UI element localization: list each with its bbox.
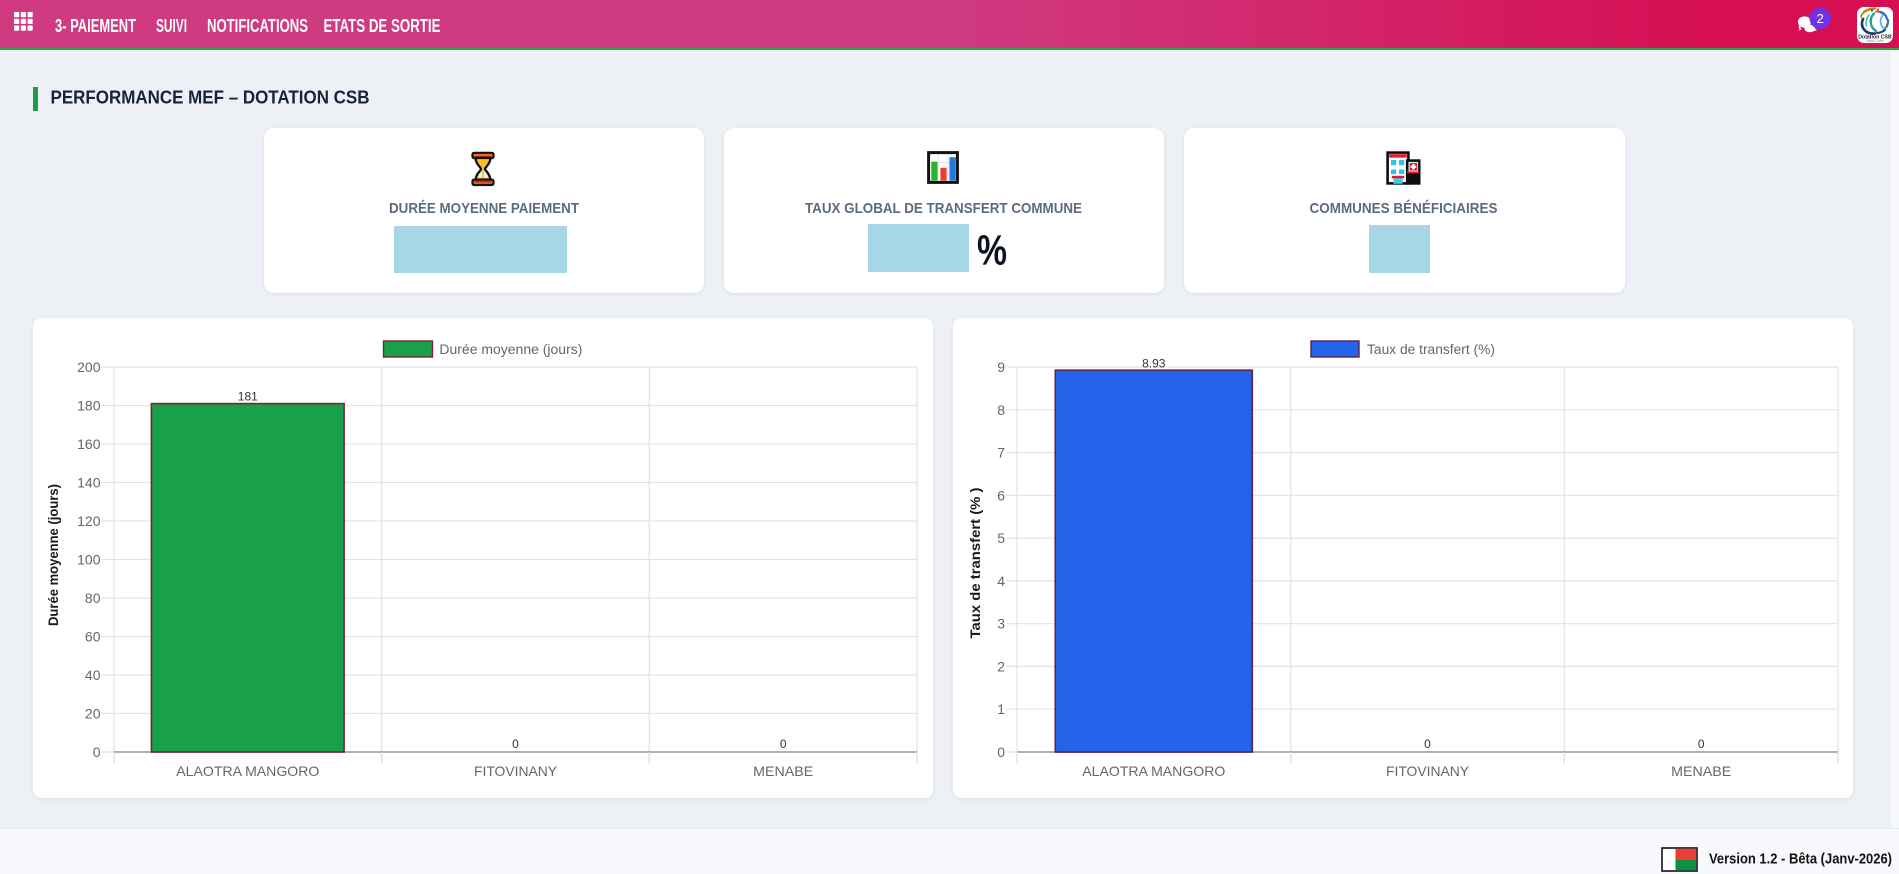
svg-text:140: 140: [77, 475, 101, 491]
svg-text:Durée moyenne (jours): Durée moyenne (jours): [439, 342, 582, 357]
svg-text:160: 160: [77, 436, 101, 452]
svg-text:SUIVI: SUIVI: [156, 16, 187, 36]
svg-text:20: 20: [85, 706, 101, 722]
svg-text:0: 0: [780, 737, 787, 751]
svg-text:MENABE: MENABE: [753, 763, 813, 779]
svg-text:100: 100: [77, 552, 101, 568]
svg-text:5: 5: [997, 530, 1005, 546]
svg-text:Taux de transfert (% ): Taux de transfert (% ): [967, 488, 983, 639]
svg-text:80: 80: [85, 590, 101, 606]
svg-text:ALAOTRA MANGORO: ALAOTRA MANGORO: [1082, 763, 1225, 779]
svg-text:Dotation CSB: Dotation CSB: [1858, 35, 1892, 41]
svg-text:ALAOTRA MANGORO: ALAOTRA MANGORO: [176, 763, 319, 779]
svg-text:60: 60: [85, 629, 101, 645]
svg-text:40: 40: [85, 667, 101, 683]
svg-text:Santé Civile: Santé Civile: [1866, 39, 1883, 43]
svg-text:DURÉE MOYENNE PAIEMENT: DURÉE MOYENNE PAIEMENT: [389, 200, 579, 217]
svg-text:ETATS DE SORTIE: ETATS DE SORTIE: [324, 16, 441, 36]
svg-text:4: 4: [997, 573, 1005, 589]
svg-text:PERFORMANCE MEF – DOTATION CSB: PERFORMANCE MEF – DOTATION CSB: [51, 88, 370, 108]
svg-text:9: 9: [997, 359, 1005, 375]
svg-text:FITOVINANY: FITOVINANY: [1386, 763, 1470, 779]
svg-text:0: 0: [93, 744, 101, 760]
svg-text:Durée moyenne (jours): Durée moyenne (jours): [45, 484, 61, 626]
svg-text:6: 6: [997, 487, 1005, 503]
svg-text:2: 2: [997, 658, 1005, 674]
svg-text:1: 1: [997, 701, 1005, 717]
svg-text:200: 200: [77, 359, 101, 375]
svg-text:0: 0: [997, 744, 1005, 760]
svg-text:Taux de transfert (%): Taux de transfert (%): [1367, 342, 1495, 357]
svg-text:8: 8: [997, 402, 1005, 418]
svg-text:0: 0: [1698, 737, 1705, 751]
svg-text:TAUX GLOBAL DE TRANSFERT COMMU: TAUX GLOBAL DE TRANSFERT COMMUNE: [805, 200, 1082, 217]
svg-text:%: %: [977, 227, 1007, 275]
svg-text:120: 120: [77, 513, 101, 529]
svg-text:Version 1.2 - Bêta (Janv-2026): Version 1.2 - Bêta (Janv-2026): [1709, 850, 1892, 867]
svg-text:FITOVINANY: FITOVINANY: [474, 763, 558, 779]
svg-text:3: 3: [997, 616, 1005, 632]
svg-text:NOTIFICATIONS: NOTIFICATIONS: [207, 16, 308, 36]
svg-text:7: 7: [997, 445, 1005, 461]
svg-text:180: 180: [77, 398, 101, 414]
svg-text:2: 2: [1817, 11, 1824, 26]
svg-text:COMMUNES BÉNÉFICIAIRES: COMMUNES BÉNÉFICIAIRES: [1310, 200, 1498, 217]
svg-text:0: 0: [512, 737, 519, 751]
svg-text:3- PAIEMENT: 3- PAIEMENT: [55, 16, 136, 36]
svg-text:8.93: 8.93: [1142, 357, 1166, 371]
svg-text:0: 0: [1424, 737, 1431, 751]
svg-text:181: 181: [238, 390, 258, 404]
svg-text:MENABE: MENABE: [1671, 763, 1731, 779]
